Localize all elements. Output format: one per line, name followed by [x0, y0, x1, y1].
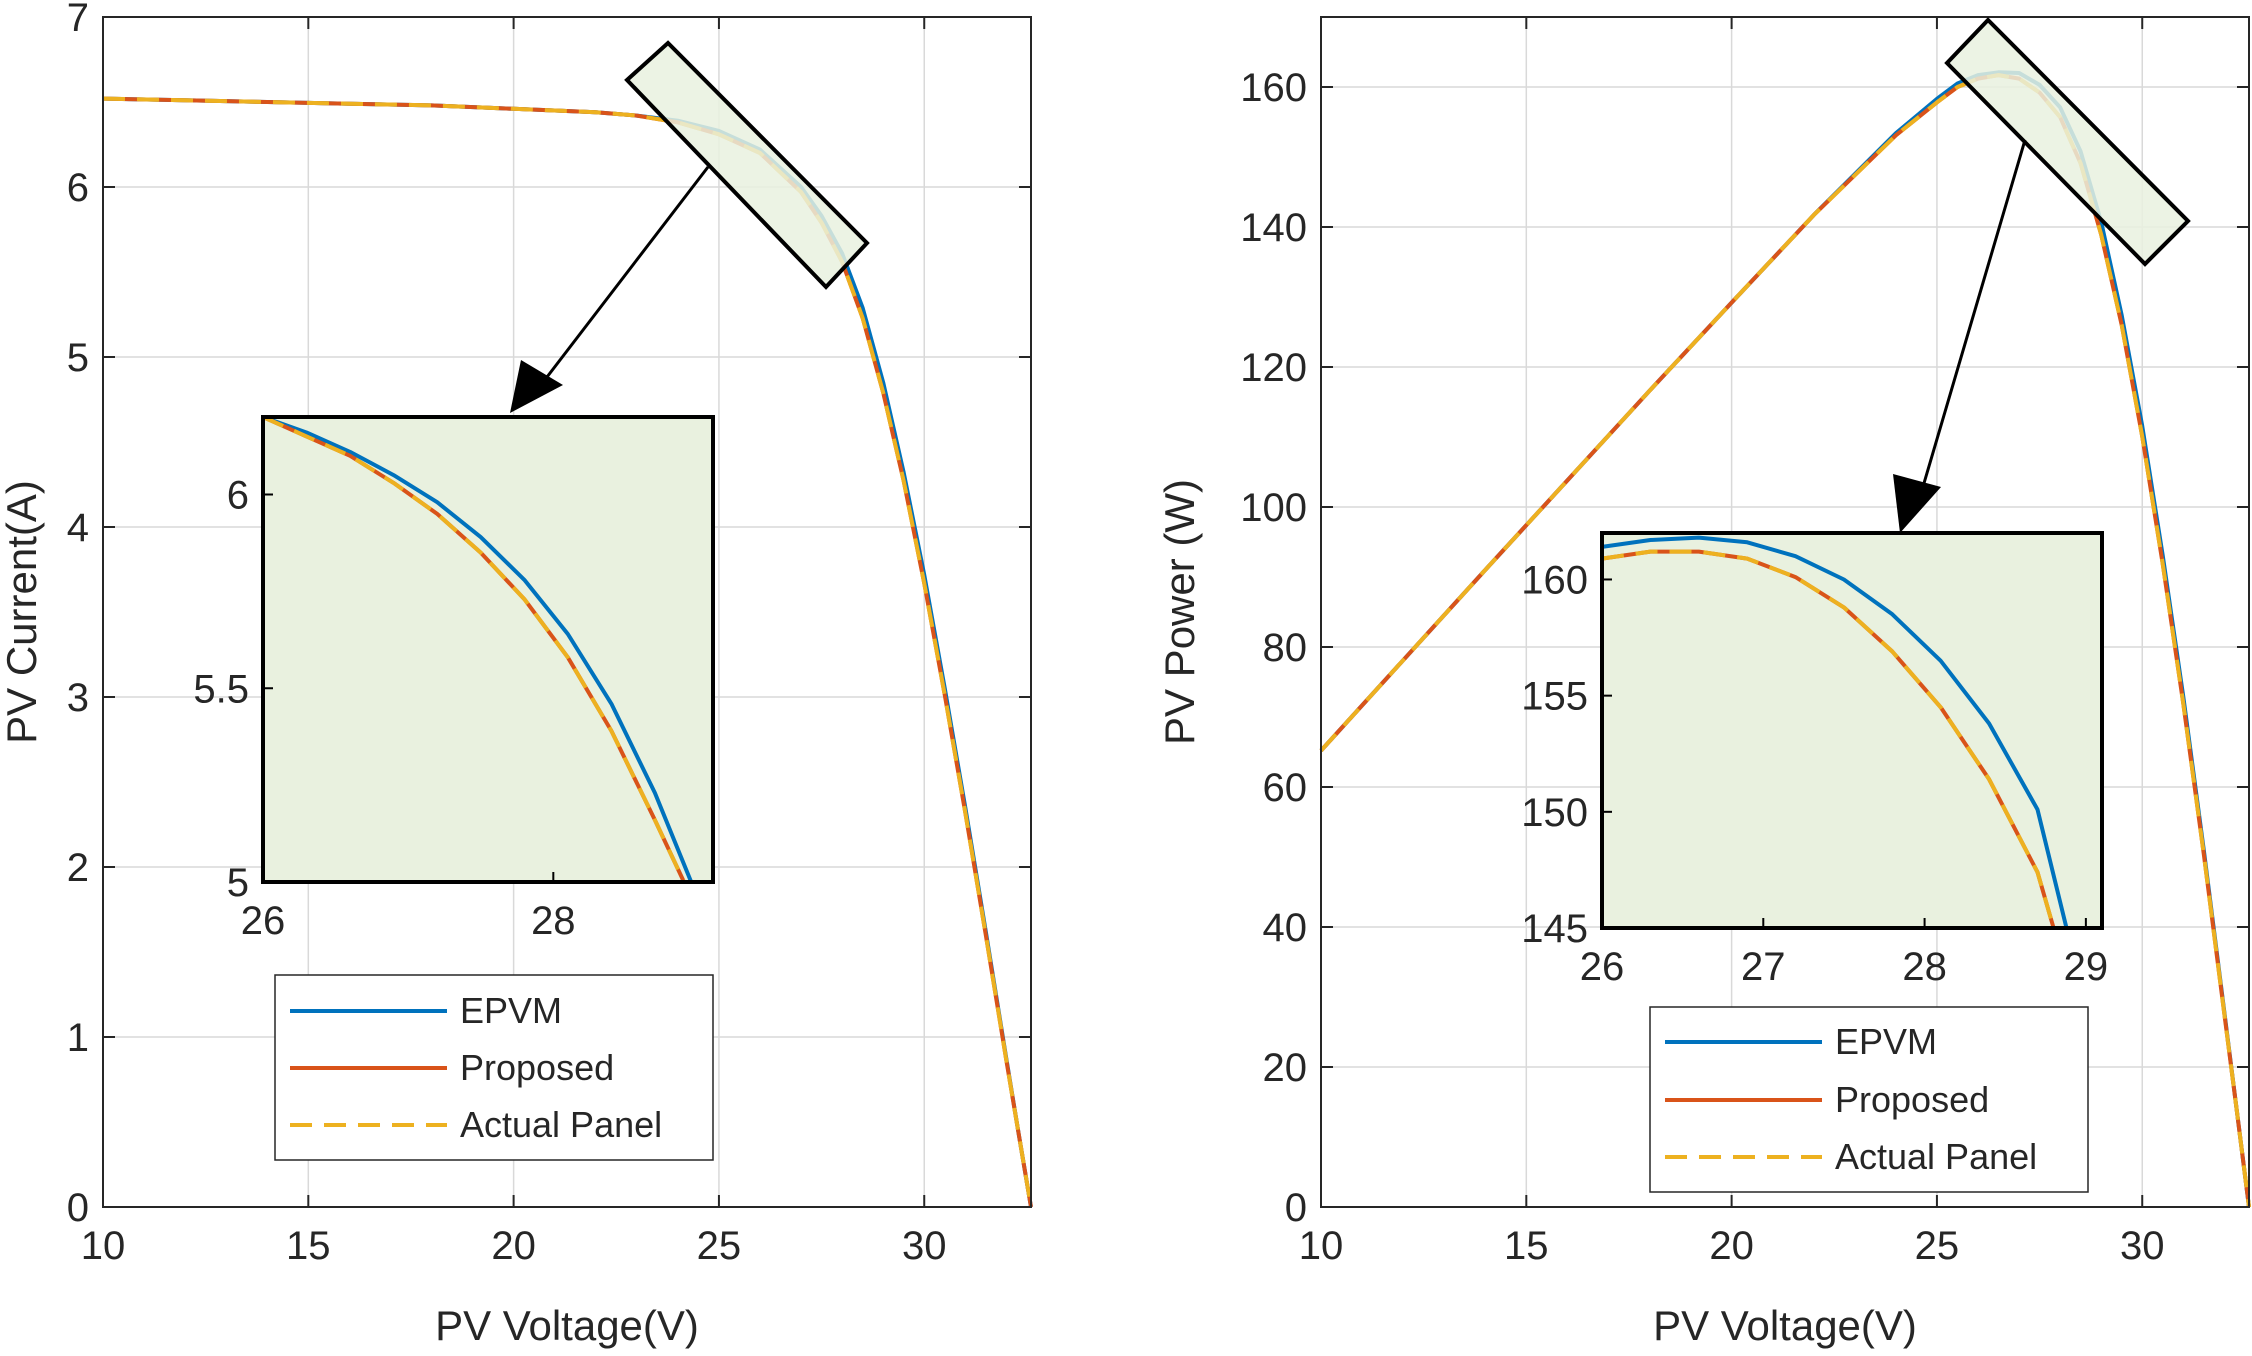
pv-ytick-label: 100: [1240, 486, 1307, 530]
pv-inset-ytick-label: 155: [1521, 675, 1588, 719]
iv-xtick-label: 25: [697, 1224, 742, 1268]
pv-ytick-label: 40: [1263, 906, 1308, 950]
pv-ytick-label: 20: [1263, 1046, 1308, 1090]
iv-ticks: 10 15 20 25 30 0 1 2 3 4 5 6 7: [67, 0, 1031, 1268]
iv-zoom-region: [624, 40, 870, 290]
iv-ytick-label: 7: [67, 0, 89, 40]
iv-inset-ytick-label: 5.5: [193, 667, 249, 711]
iv-inset-frame: [261, 415, 715, 884]
iv-inset-xtick-label: 26: [241, 899, 286, 943]
pv-inset-ytick-label: 160: [1521, 558, 1588, 602]
pv-ytick-label: 0: [1285, 1186, 1307, 1230]
iv-inset: 26 28 5 5.5 6: [193, 415, 715, 944]
pv-x-axis-label: PV Voltage(V): [1653, 1302, 1917, 1349]
pv-inset-ytick-label: 145: [1521, 907, 1588, 951]
pv-inset: 26 27 28 29 145 150 155 160: [1521, 531, 2108, 989]
iv-inset-series: [262, 415, 694, 883]
pv-inset-area: [1602, 533, 2102, 928]
iv-ytick-label: 5: [67, 336, 89, 380]
pv-inset-xtick-label: 29: [2064, 945, 2109, 989]
pv-ytick-label: 160: [1240, 66, 1307, 110]
pv-ytick-label: 140: [1240, 206, 1307, 250]
iv-ytick-label: 2: [67, 846, 89, 890]
iv-ytick-label: 4: [67, 506, 89, 550]
iv-legend-label-epvm: EPVM: [460, 990, 562, 1031]
iv-xtick-label: 30: [902, 1224, 947, 1268]
pv-ticks: 10 15 20 25 30 0 20 40 60 80 100 120 140 160: [1240, 17, 2249, 1268]
iv-zoom-arrowhead: [510, 360, 563, 413]
pv-ytick-label: 60: [1263, 766, 1308, 810]
iv-inset-area: [263, 417, 713, 882]
iv-axes-frame: [102, 16, 1032, 1208]
pv-legend-label-actual: Actual Panel: [1835, 1136, 2037, 1177]
iv-inset-series-epvm: [262, 415, 694, 883]
pv-inset-ticks: 26 27 28 29 145 150 155 160: [1521, 558, 2108, 989]
pv-legend-label-epvm: EPVM: [1835, 1021, 1937, 1062]
pv-xtick-label: 20: [1709, 1224, 1754, 1268]
pv-inset-xtick-label: 27: [1741, 945, 1786, 989]
pv-inset-series-epvm: [1601, 535, 2069, 929]
pv-zoom-arrow-line: [1920, 139, 2027, 491]
pv-xtick-label: 15: [1504, 1224, 1549, 1268]
pv-ytick-label: 80: [1263, 626, 1308, 670]
pv-inset-ytick-label: 150: [1521, 791, 1588, 835]
pv-legend: EPVM Proposed Actual Panel: [1649, 1006, 2089, 1193]
pv-axes-frame: [1320, 16, 2250, 1208]
pv-inset-series: [1601, 535, 2069, 929]
iv-ytick-label: 6: [67, 166, 89, 210]
iv-inset-series-actual: [262, 415, 686, 883]
iv-inset-ytick-label: 6: [227, 474, 249, 518]
iv-legend: EPVM Proposed Actual Panel: [274, 974, 714, 1161]
pv-zoom-region: [1944, 17, 2191, 267]
iv-inset-xtick-label: 28: [531, 899, 576, 943]
pv-zoom-arrowhead: [1893, 474, 1941, 533]
pv-xtick-label: 30: [2120, 1224, 2165, 1268]
pv-inset-frame: [1600, 531, 2104, 930]
iv-x-axis-label: PV Voltage(V): [435, 1302, 699, 1349]
pv-y-axis-label: PV Power (W): [1156, 479, 1203, 745]
iv-xtick-label: 10: [81, 1224, 126, 1268]
iv-chart: 10 15 20 25 30 0 1 2 3 4 5 6 7 26 28 5 5.5 6 EPVM Propos…: [0, 0, 1033, 1349]
iv-ytick-label: 0: [67, 1186, 89, 1230]
iv-xtick-label: 20: [491, 1224, 536, 1268]
iv-legend-label-actual: Actual Panel: [460, 1104, 662, 1145]
iv-ytick-label: 3: [67, 676, 89, 720]
iv-legend-label-proposed: Proposed: [460, 1047, 614, 1088]
iv-inset-ticks: 26 28 5 5.5 6: [193, 474, 575, 944]
iv-zoom-arrow-line: [545, 166, 710, 378]
iv-xtick-label: 15: [286, 1224, 331, 1268]
pv-ytick-label: 120: [1240, 346, 1307, 390]
pv-inset-xtick-label: 28: [1902, 945, 1947, 989]
iv-ytick-label: 1: [67, 1016, 89, 1060]
pv-chart: 10 15 20 25 30 0 20 40 60 80 100 120 140 160 26 27 28 29…: [1156, 16, 2251, 1349]
pv-legend-label-proposed: Proposed: [1835, 1079, 1989, 1120]
pv-inset-xtick-label: 26: [1580, 945, 1625, 989]
iv-inset-ytick-label: 5: [227, 861, 249, 905]
pv-inset-series-actual: [1601, 549, 2056, 929]
iv-y-axis-label: PV Current(A): [0, 480, 45, 744]
pv-xtick-label: 25: [1915, 1224, 1960, 1268]
pv-xtick-label: 10: [1299, 1224, 1344, 1268]
pv-series-actual: [1319, 73, 2251, 1208]
